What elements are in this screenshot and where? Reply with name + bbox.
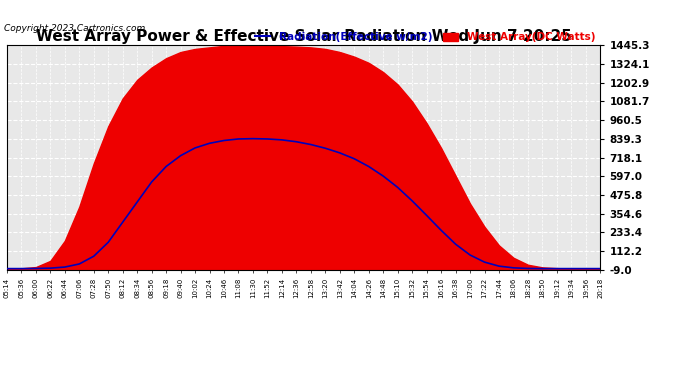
Legend: Radiation(Effective w/m2), West Array(DC Watts): Radiation(Effective w/m2), West Array(DC… bbox=[255, 32, 595, 42]
Title: West Array Power & Effective Solar Radiation Wed Jun 7 20:25: West Array Power & Effective Solar Radia… bbox=[36, 29, 571, 44]
Text: Copyright 2023 Cartronics.com: Copyright 2023 Cartronics.com bbox=[4, 24, 145, 33]
